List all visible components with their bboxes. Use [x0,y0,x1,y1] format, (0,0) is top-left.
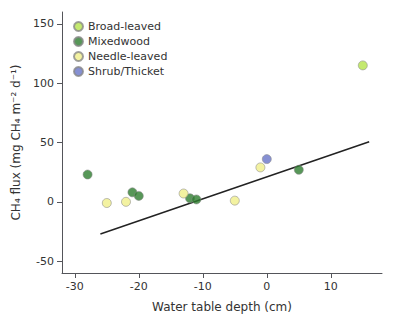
svg-text:100: 100 [33,77,54,90]
svg-text:Broad-leaved: Broad-leaved [88,20,161,33]
svg-text:Water table depth (cm): Water table depth (cm) [152,300,292,314]
svg-text:-20: -20 [130,280,148,293]
svg-text:0: 0 [263,280,270,293]
svg-text:Shrub/Thicket: Shrub/Thicket [88,65,165,78]
svg-text:10: 10 [324,280,338,293]
svg-text:Needle-leaved: Needle-leaved [88,50,167,63]
svg-text:CH₄ flux (mg CH₄ m⁻² d⁻¹): CH₄ flux (mg CH₄ m⁻² d⁻¹) [9,64,23,220]
svg-text:-10: -10 [194,280,212,293]
svg-text:150: 150 [33,17,54,30]
svg-text:-30: -30 [66,280,84,293]
svg-text:-50: -50 [36,255,54,268]
svg-text:Mixedwood: Mixedwood [88,35,150,48]
svg-text:50: 50 [40,136,54,149]
svg-text:0: 0 [47,195,54,208]
